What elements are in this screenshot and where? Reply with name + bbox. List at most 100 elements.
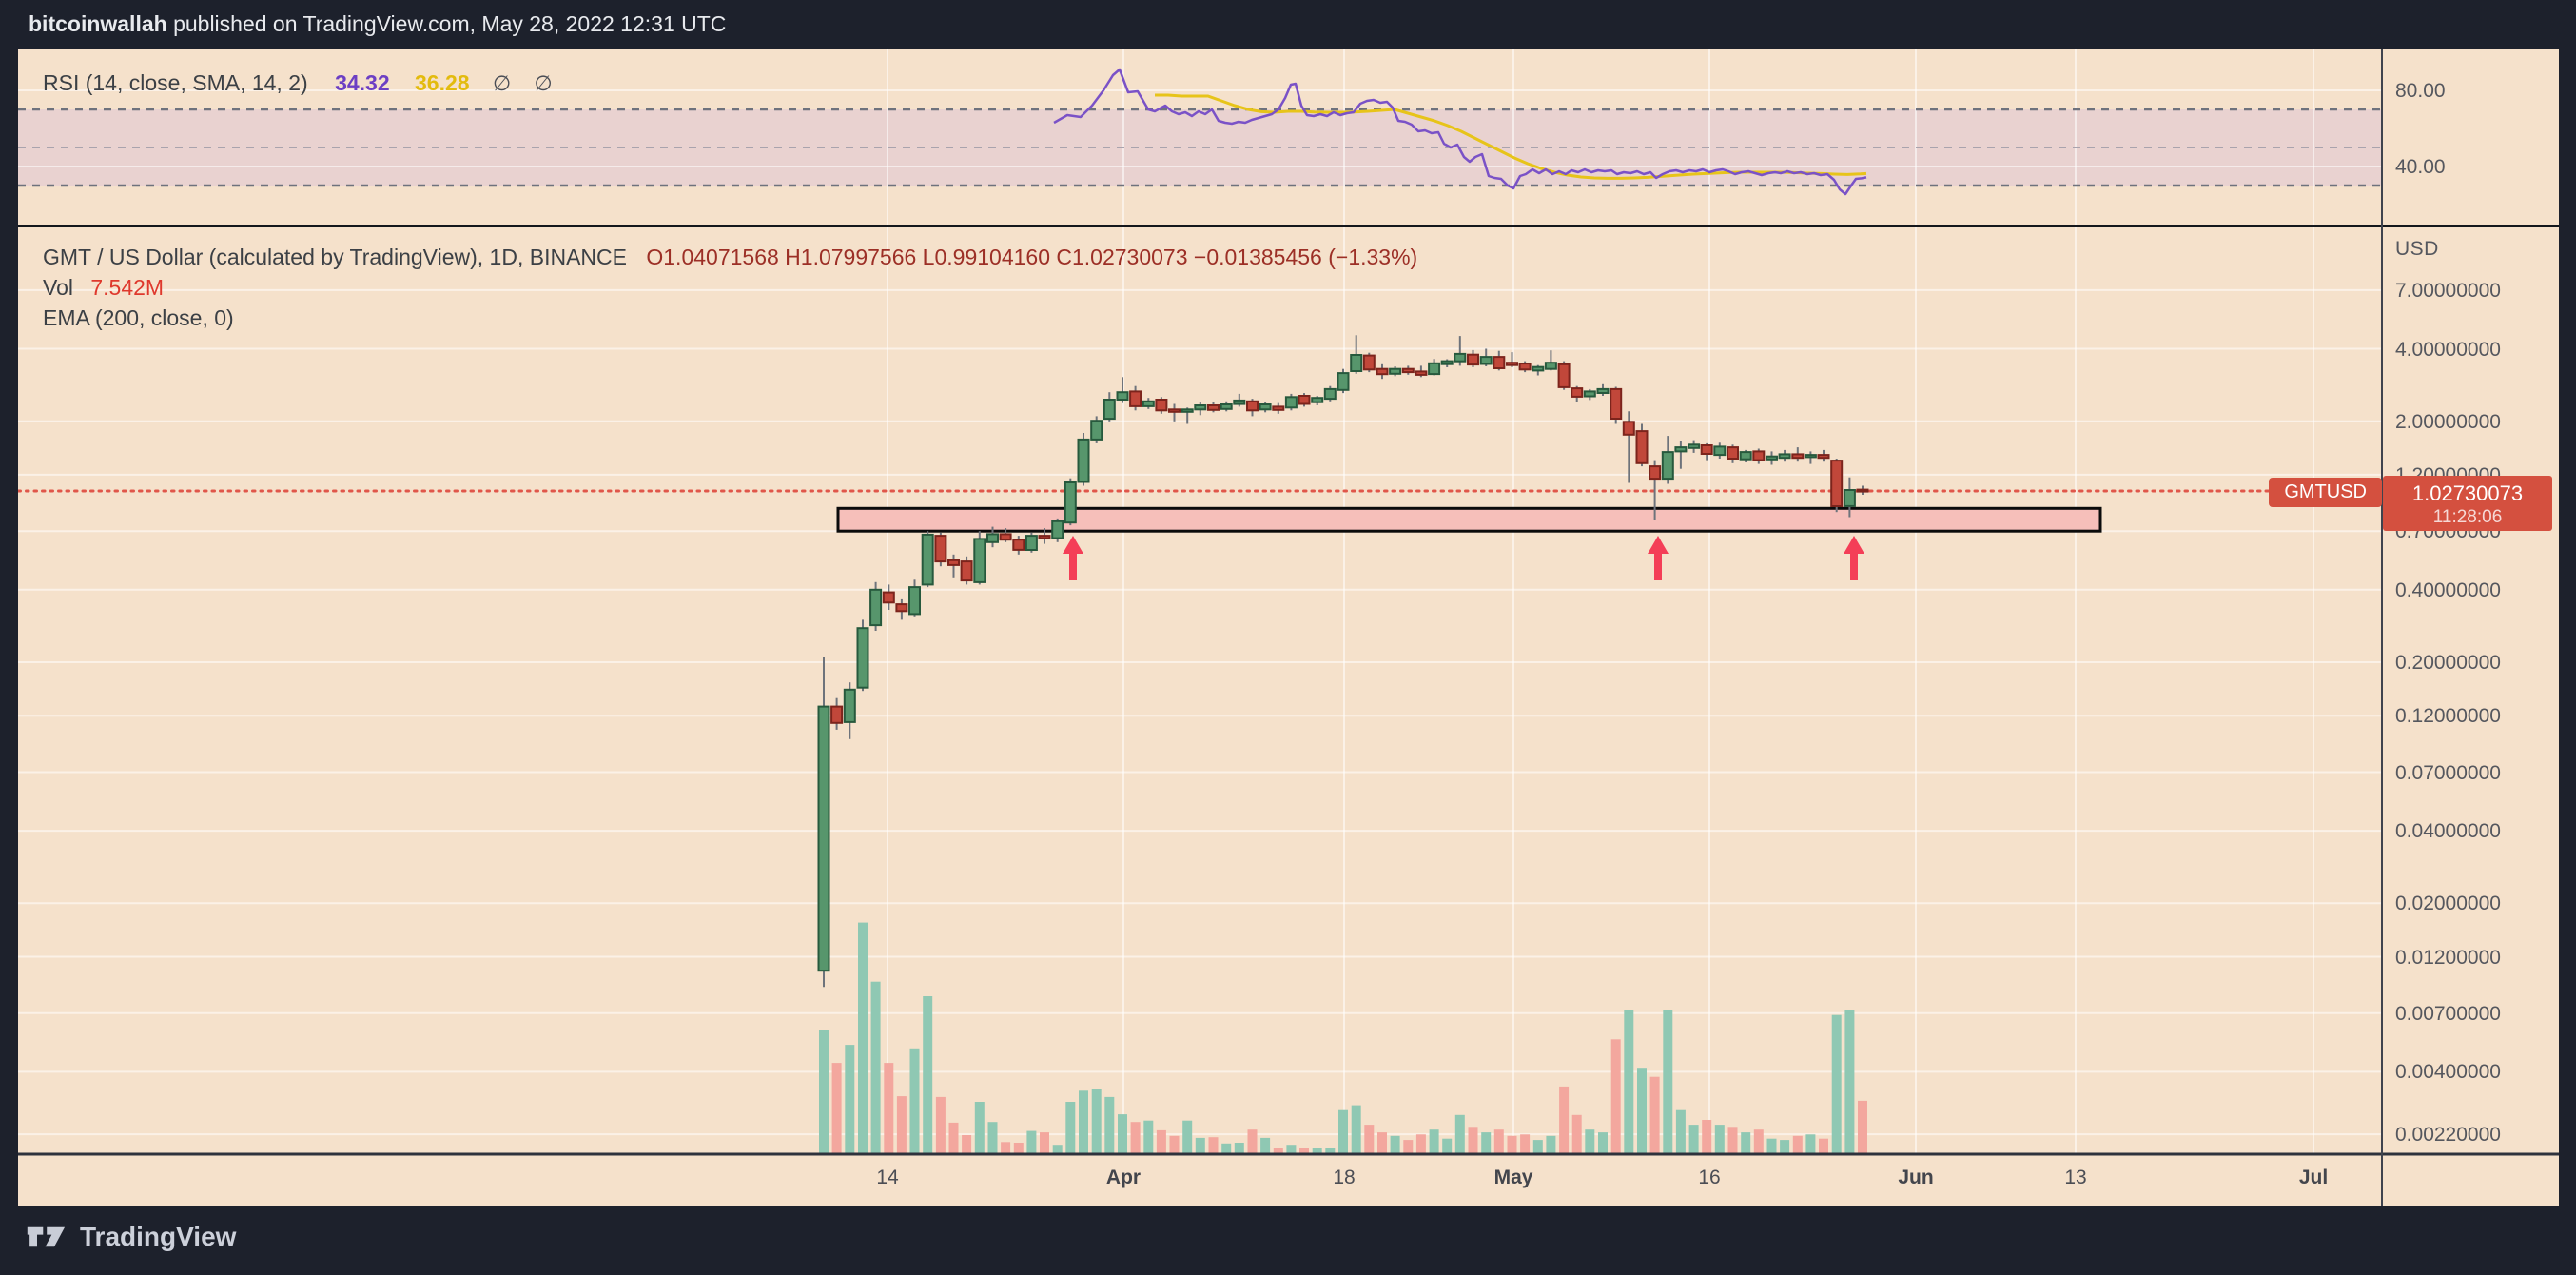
ohlc-readout: O1.04071568 H1.07997566 L0.99104160 C1.0… <box>646 245 1418 269</box>
rsi-tick-label[interactable]: 40.00 <box>2395 156 2446 178</box>
volume-label[interactable]: Vol <box>43 275 73 300</box>
candle-body <box>999 533 1012 541</box>
volume-bar <box>1001 1142 1011 1153</box>
volume-bar <box>1507 1135 1517 1154</box>
price-tick-label[interactable]: 2.00000000 <box>2395 410 2501 433</box>
volume-bar <box>1351 1105 1361 1153</box>
volume-bar <box>1104 1096 1115 1153</box>
candle-body <box>1038 535 1051 539</box>
volume-bar <box>1714 1125 1725 1153</box>
volume-value: 7.542M <box>90 275 165 300</box>
candle-body <box>1700 444 1713 455</box>
volume-bar <box>1780 1140 1790 1153</box>
rsi-tick-label[interactable]: 80.00 <box>2395 80 2446 102</box>
attribution-text: published on TradingView.com, May 28, 20… <box>166 11 727 36</box>
last-price-box: 1.02730073 11:28:06 <box>2383 476 2552 531</box>
volume-bar <box>870 981 881 1153</box>
time-tick-label[interactable]: Apr <box>1105 1167 1142 1188</box>
volume-bar <box>909 1048 920 1153</box>
volume-bar <box>1312 1148 1322 1153</box>
candle-body <box>1337 372 1350 391</box>
rsi-hidden-source-icon: ∅ <box>492 71 512 95</box>
footer-brand[interactable]: TradingView <box>27 1222 236 1252</box>
candle-body <box>1103 399 1116 421</box>
volume-bar <box>845 1045 855 1153</box>
volume-bar <box>1792 1135 1803 1154</box>
time-tick-label[interactable]: May <box>1493 1167 1533 1188</box>
candle-body <box>960 560 973 582</box>
volume-bar <box>1481 1132 1492 1153</box>
time-tick-label[interactable]: 18 <box>1333 1167 1356 1188</box>
signal-arrow-icon <box>1063 536 1083 580</box>
candle-body <box>1415 370 1428 376</box>
volume-bar <box>1546 1135 1556 1154</box>
ema-row: EMA (200, close, 0) <box>43 303 1417 333</box>
candle-body <box>1025 535 1038 552</box>
time-tick-label[interactable]: 16 <box>1698 1167 1721 1188</box>
bar-countdown: 11:28:06 <box>2432 507 2503 527</box>
volume-bar <box>1675 1109 1686 1153</box>
price-tick-label[interactable]: 0.07000000 <box>2395 761 2501 784</box>
ema-label[interactable]: EMA (200, close, 0) <box>43 305 234 330</box>
volume-bar <box>1040 1132 1049 1153</box>
time-tick-label[interactable]: 13 <box>2064 1167 2087 1188</box>
candle-body <box>986 533 999 543</box>
time-tick-label[interactable]: Jul <box>2298 1167 2329 1188</box>
volume-bar <box>1338 1109 1348 1153</box>
volume-bar <box>1493 1129 1504 1153</box>
price-tick-label[interactable]: 0.12000000 <box>2395 705 2501 728</box>
volume-bar <box>1118 1114 1127 1153</box>
candle-body <box>1181 408 1194 413</box>
candle-body <box>973 538 986 583</box>
price-tick-label[interactable]: 4.00000000 <box>2395 338 2501 361</box>
volume-bar <box>1052 1145 1063 1153</box>
volume-bar <box>1299 1148 1309 1153</box>
price-tick-label[interactable]: 0.00700000 <box>2395 1002 2501 1025</box>
volume-bar <box>1766 1138 1777 1153</box>
volume-bar <box>1156 1129 1166 1153</box>
price-tick-label[interactable]: 0.00400000 <box>2395 1061 2501 1084</box>
volume-bar <box>1624 1010 1634 1153</box>
price-tick-label[interactable]: 0.02000000 <box>2395 892 2501 915</box>
candle-body <box>1284 396 1298 409</box>
candle-body <box>1596 387 1610 394</box>
volume-bar <box>1377 1132 1387 1153</box>
volume-bar <box>1182 1120 1193 1153</box>
price-tick-label[interactable]: 0.40000000 <box>2395 579 2501 601</box>
time-tick-label[interactable]: Jun <box>1898 1167 1934 1188</box>
candle-body <box>1856 488 1869 493</box>
volume-bar <box>896 1096 907 1153</box>
candle-body <box>1479 356 1493 365</box>
candle-body <box>856 627 869 689</box>
candle-body <box>1233 399 1246 405</box>
candle-body <box>1843 489 1856 507</box>
chart-panel: RSI (14, close, SMA, 14, 2) 34.32 36.28 … <box>18 49 2559 1206</box>
price-tick-label[interactable]: 0.01200000 <box>2395 946 2501 969</box>
candle-body <box>1804 454 1817 459</box>
volume-bar <box>974 1102 985 1153</box>
volume-bar <box>1688 1125 1699 1153</box>
volume-bar <box>1143 1120 1154 1153</box>
volume-bar <box>1741 1132 1751 1153</box>
support-zone <box>836 506 2102 533</box>
time-tick-label[interactable]: 14 <box>876 1167 899 1188</box>
price-tick-label[interactable]: 0.20000000 <box>2395 652 2501 675</box>
price-tick-label[interactable]: 0.00220000 <box>2395 1124 2501 1147</box>
candle-body <box>1440 360 1454 365</box>
chart-canvas[interactable] <box>18 49 2559 1206</box>
price-tick-label[interactable]: 7.00000000 <box>2395 279 2501 302</box>
rsi-legend-title[interactable]: RSI (14, close, SMA, 14, 2) <box>43 70 308 95</box>
candle-body <box>1688 443 1701 449</box>
candle-body <box>1428 362 1441 376</box>
volume-bar <box>1260 1137 1271 1153</box>
volume-bar <box>1831 1014 1842 1153</box>
price-scale-currency[interactable]: USD <box>2395 238 2439 260</box>
volume-bar <box>1026 1130 1037 1153</box>
price-tick-label[interactable]: 0.04000000 <box>2395 820 2501 843</box>
volume-bar <box>1454 1114 1465 1153</box>
candle-body <box>1674 446 1688 453</box>
rsi-line <box>1053 68 1867 196</box>
candle-body <box>1272 405 1285 411</box>
symbol-title[interactable]: GMT / US Dollar (calculated by TradingVi… <box>43 245 627 269</box>
